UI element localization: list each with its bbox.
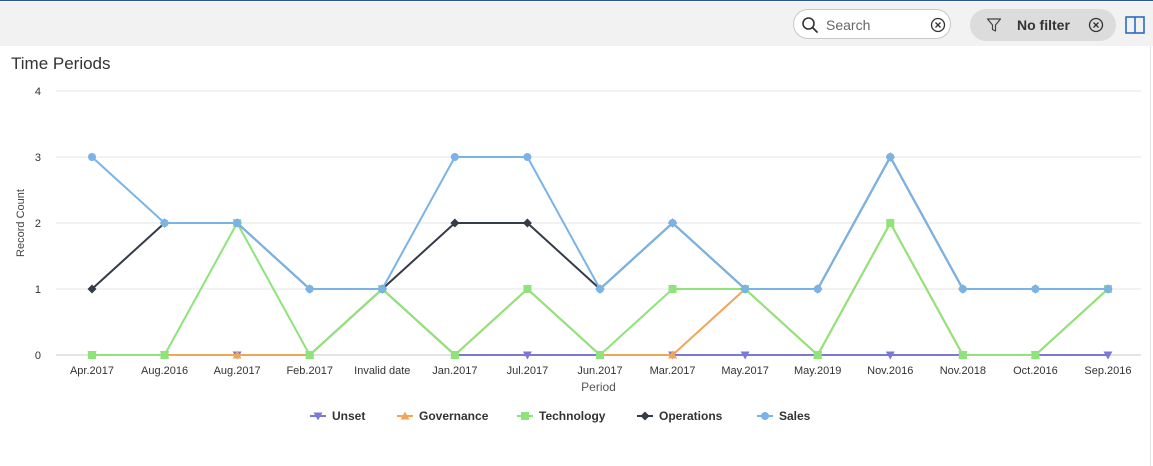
data-point-technology <box>305 351 314 359</box>
x-tick-label: Jan.2017 <box>432 365 477 377</box>
legend: Unset Governance Technology Operations Sales <box>310 409 811 423</box>
data-point-sales <box>595 285 604 293</box>
legend-label: Sales <box>779 409 811 423</box>
y-tick-label: 4 <box>35 86 41 98</box>
search-input[interactable] <box>826 15 922 35</box>
chart-title: Time Periods <box>11 54 111 73</box>
legend-marker <box>521 412 529 420</box>
x-tick-label: Invalid date <box>354 365 410 377</box>
x-tick-label: Nov.2018 <box>940 365 986 377</box>
data-point-sales <box>523 153 532 161</box>
legend-item-sales: Sales <box>757 409 811 423</box>
series-line-unset <box>92 288 1108 356</box>
data-point-sales <box>813 285 822 293</box>
data-point-unset <box>1103 351 1113 360</box>
search-box[interactable] <box>793 9 951 39</box>
data-point-sales <box>450 153 459 161</box>
legend-item-unset: Unset <box>310 409 365 423</box>
data-point-technology <box>88 351 96 359</box>
data-point-sales <box>958 285 967 293</box>
x-tick-label: Nov.2016 <box>867 365 913 377</box>
x-tick-label: Oct.2016 <box>1013 365 1058 377</box>
y-tick-label: 2 <box>35 218 41 230</box>
legend-label: Governance <box>419 409 489 423</box>
data-point-sales <box>305 285 314 293</box>
data-point-sales <box>1031 285 1040 293</box>
data-point-technology <box>958 351 967 359</box>
data-point-governance <box>668 350 678 359</box>
y-tick-label: 3 <box>35 152 41 164</box>
data-point-sales <box>233 219 242 227</box>
x-tick-label: Jul.2017 <box>507 365 549 377</box>
clear-search-icon[interactable] <box>930 17 946 33</box>
data-point-sales <box>1103 285 1112 293</box>
filter-icon <box>986 18 1002 32</box>
search-icon <box>802 17 818 33</box>
data-point-technology <box>886 219 895 227</box>
data-point-technology <box>160 351 169 359</box>
panel-divider <box>1150 46 1151 466</box>
legend-marker <box>640 411 650 421</box>
data-point-sales <box>160 219 169 227</box>
x-tick-label: Apr.2017 <box>70 365 114 377</box>
x-tick-label: May.2019 <box>794 365 842 377</box>
data-point-unset <box>885 351 895 360</box>
data-point-technology <box>813 351 822 359</box>
x-tick-label: Sep.2016 <box>1084 365 1131 377</box>
x-tick-label: Mar.2017 <box>650 365 696 377</box>
data-point-sales <box>668 219 677 227</box>
data-point-unset <box>740 351 750 360</box>
x-tick-label: Aug.2017 <box>214 365 261 377</box>
filter-label: No filter <box>1017 17 1070 33</box>
data-point-technology <box>1031 351 1040 359</box>
y-axis-label: Record Count <box>15 189 27 257</box>
legend-item-governance: Governance <box>397 409 489 423</box>
data-point-sales <box>741 285 750 293</box>
x-tick-label: Aug.2016 <box>141 365 188 377</box>
legend-item-operations: Operations <box>637 409 723 423</box>
data-point-operations <box>450 218 460 228</box>
panel-toggle-icon[interactable] <box>1125 16 1145 34</box>
y-tick-label: 0 <box>35 350 41 362</box>
data-point-operations <box>522 218 532 228</box>
x-tick-label: Feb.2017 <box>286 365 332 377</box>
legend-label: Technology <box>539 409 606 423</box>
legend-item-technology: Technology <box>517 409 606 423</box>
clear-filter-icon[interactable] <box>1088 17 1104 33</box>
filter-pill[interactable]: No filter <box>970 9 1116 41</box>
legend-marker <box>313 412 323 421</box>
data-point-technology <box>450 351 459 359</box>
x-axis-label: Period <box>581 380 616 394</box>
x-tick-label: May.2017 <box>721 365 769 377</box>
data-point-sales <box>886 153 895 161</box>
data-point-sales <box>88 153 96 161</box>
x-tick-label: Jun.2017 <box>577 365 622 377</box>
legend-label: Operations <box>659 409 723 423</box>
data-point-technology <box>668 285 677 293</box>
legend-label: Unset <box>332 409 365 423</box>
data-point-sales <box>378 285 387 293</box>
data-point-unset <box>522 351 532 360</box>
data-point-technology <box>523 285 532 293</box>
series-sales <box>88 153 1112 293</box>
legend-marker <box>400 411 410 420</box>
data-point-technology <box>595 351 604 359</box>
y-tick-label: 1 <box>35 284 41 296</box>
toolbar: No filter <box>0 2 1153 46</box>
legend-marker <box>761 412 769 420</box>
data-point-operations <box>87 284 97 294</box>
data-point-governance <box>232 350 242 359</box>
